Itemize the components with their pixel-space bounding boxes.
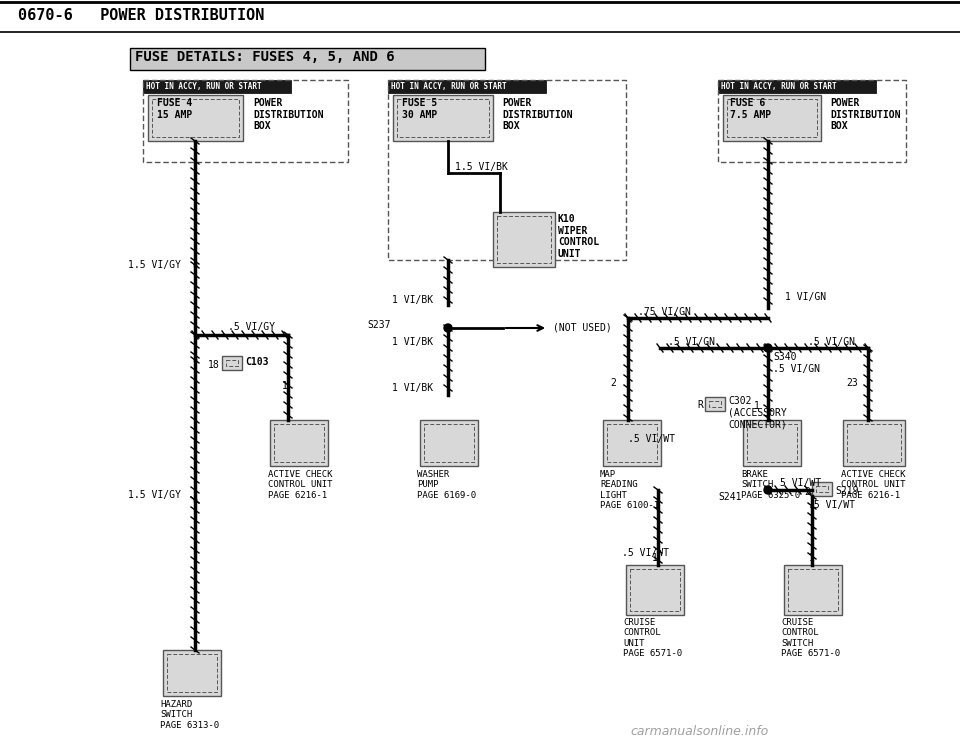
Text: FUSE 5
30 AMP: FUSE 5 30 AMP bbox=[402, 98, 437, 119]
Bar bbox=[603, 420, 661, 466]
Text: ACTIVE CHECK
CONTROL UNIT
PAGE 6216-1: ACTIVE CHECK CONTROL UNIT PAGE 6216-1 bbox=[268, 470, 332, 500]
Bar bbox=[226, 360, 238, 366]
Text: CRUISE
CONTROL
SWITCH
PAGE 6571-0: CRUISE CONTROL SWITCH PAGE 6571-0 bbox=[781, 618, 840, 658]
Text: C302
(ACCESSORY
CONNECTOR): C302 (ACCESSORY CONNECTOR) bbox=[728, 396, 787, 429]
Bar bbox=[493, 212, 555, 267]
Text: CRUISE
CONTROL
UNIT
PAGE 6571-0: CRUISE CONTROL UNIT PAGE 6571-0 bbox=[623, 618, 683, 658]
Bar bbox=[784, 565, 842, 615]
Bar bbox=[843, 420, 905, 466]
Bar bbox=[397, 99, 489, 137]
Text: POWER
DISTRIBUTION
BOX: POWER DISTRIBUTION BOX bbox=[830, 98, 900, 131]
Bar bbox=[143, 80, 291, 93]
Text: S340: S340 bbox=[773, 352, 797, 362]
Text: .5 VI/GY: .5 VI/GY bbox=[228, 322, 275, 332]
Text: .5 VI/WT: .5 VI/WT bbox=[628, 434, 675, 444]
Text: carmanualsonline.info: carmanualsonline.info bbox=[631, 725, 769, 738]
Text: 1.5 VI/BK: 1.5 VI/BK bbox=[455, 162, 508, 172]
Text: R: R bbox=[697, 400, 703, 410]
Text: 1.5 VI/GY: 1.5 VI/GY bbox=[128, 260, 180, 270]
Bar bbox=[130, 48, 485, 70]
Bar bbox=[424, 424, 474, 462]
Bar bbox=[718, 80, 906, 162]
Text: BRAKE
SWITCH
PAGE 6325-0: BRAKE SWITCH PAGE 6325-0 bbox=[741, 470, 800, 500]
Bar bbox=[743, 420, 801, 466]
Text: .5 VI/GN: .5 VI/GN bbox=[668, 337, 715, 347]
Bar bbox=[847, 424, 901, 462]
Text: S237: S237 bbox=[367, 320, 391, 330]
Bar bbox=[270, 420, 328, 466]
Bar bbox=[718, 80, 876, 93]
Text: 18: 18 bbox=[208, 360, 220, 370]
Bar bbox=[630, 569, 680, 611]
Text: .5 VI/GN: .5 VI/GN bbox=[773, 364, 820, 374]
Circle shape bbox=[764, 486, 772, 494]
Text: 2: 2 bbox=[611, 378, 616, 388]
Text: .5 VI/WT: .5 VI/WT bbox=[622, 548, 669, 558]
Bar bbox=[274, 424, 324, 462]
Bar bbox=[163, 650, 221, 696]
Bar bbox=[816, 486, 828, 492]
Bar bbox=[705, 397, 725, 411]
Text: C103: C103 bbox=[245, 357, 269, 367]
Text: .5 VI/GN: .5 VI/GN bbox=[808, 337, 855, 347]
Text: 2: 2 bbox=[804, 487, 810, 497]
Text: 1 VI/BK: 1 VI/BK bbox=[392, 383, 433, 393]
Text: 1.5 VI/GY: 1.5 VI/GY bbox=[128, 490, 180, 500]
Text: (NOT USED): (NOT USED) bbox=[553, 323, 612, 333]
Bar bbox=[626, 565, 684, 615]
Text: 23: 23 bbox=[847, 378, 858, 388]
Bar bbox=[388, 80, 626, 260]
Text: K10
WIPER
CONTROL
UNIT: K10 WIPER CONTROL UNIT bbox=[558, 214, 599, 259]
Text: POWER
DISTRIBUTION
BOX: POWER DISTRIBUTION BOX bbox=[502, 98, 572, 131]
Bar bbox=[143, 80, 348, 162]
Bar bbox=[393, 95, 493, 141]
Bar bbox=[812, 482, 832, 496]
Bar bbox=[148, 95, 243, 141]
Bar bbox=[709, 401, 721, 407]
Text: .75 VI/GN: .75 VI/GN bbox=[638, 307, 691, 317]
Text: 1: 1 bbox=[282, 381, 288, 391]
Text: MAP
READING
LIGHT
PAGE 6100-1: MAP READING LIGHT PAGE 6100-1 bbox=[600, 470, 660, 510]
Text: 1: 1 bbox=[652, 553, 658, 563]
Text: S219: S219 bbox=[835, 486, 858, 496]
Text: 5 VI/WT: 5 VI/WT bbox=[780, 478, 821, 488]
Text: HOT IN ACCY, RUN OR START: HOT IN ACCY, RUN OR START bbox=[391, 81, 507, 90]
Text: 1: 1 bbox=[809, 553, 815, 563]
Bar bbox=[607, 424, 657, 462]
Text: 1: 1 bbox=[755, 401, 760, 411]
Text: HOT IN ACCY, RUN OR START: HOT IN ACCY, RUN OR START bbox=[721, 81, 836, 90]
Text: 1 VI/GN: 1 VI/GN bbox=[785, 292, 827, 302]
Text: .5 VI/WT: .5 VI/WT bbox=[808, 500, 855, 510]
Text: FUSE DETAILS: FUSES 4, 5, AND 6: FUSE DETAILS: FUSES 4, 5, AND 6 bbox=[135, 50, 395, 64]
Text: HOT IN ACCY, RUN OR START: HOT IN ACCY, RUN OR START bbox=[146, 81, 262, 90]
Bar bbox=[222, 356, 242, 370]
Text: FUSE 4
15 AMP: FUSE 4 15 AMP bbox=[157, 98, 192, 119]
Bar bbox=[723, 95, 821, 141]
Circle shape bbox=[764, 344, 772, 352]
Text: POWER
DISTRIBUTION
BOX: POWER DISTRIBUTION BOX bbox=[253, 98, 324, 131]
Bar bbox=[788, 569, 838, 611]
Text: 1 VI/BK: 1 VI/BK bbox=[392, 295, 433, 305]
Bar bbox=[167, 654, 217, 692]
Text: S241: S241 bbox=[718, 492, 741, 502]
Bar bbox=[747, 424, 797, 462]
Text: 0670-6   POWER DISTRIBUTION: 0670-6 POWER DISTRIBUTION bbox=[18, 8, 264, 23]
Bar bbox=[388, 80, 546, 93]
Text: HAZARD
SWITCH
PAGE 6313-0: HAZARD SWITCH PAGE 6313-0 bbox=[160, 700, 219, 730]
Bar bbox=[727, 99, 817, 137]
Text: FUSE 6
7.5 AMP: FUSE 6 7.5 AMP bbox=[730, 98, 771, 119]
Text: WASHER
PUMP
PAGE 6169-0: WASHER PUMP PAGE 6169-0 bbox=[417, 470, 476, 500]
Circle shape bbox=[444, 324, 452, 332]
Bar bbox=[152, 99, 239, 137]
Bar bbox=[420, 420, 478, 466]
Text: ACTIVE CHECK
CONTROL UNIT
PAGE 6216-1: ACTIVE CHECK CONTROL UNIT PAGE 6216-1 bbox=[841, 470, 905, 500]
Bar bbox=[497, 216, 551, 263]
Text: 1 VI/BK: 1 VI/BK bbox=[392, 337, 433, 347]
